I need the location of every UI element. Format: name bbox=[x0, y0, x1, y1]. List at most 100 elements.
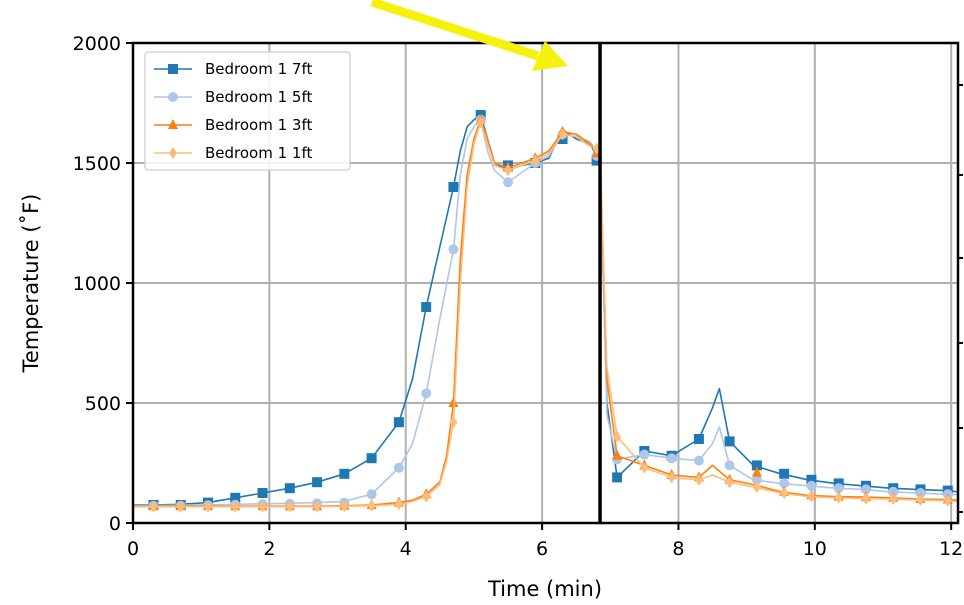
data-point-marker bbox=[394, 498, 403, 511]
data-point-marker bbox=[834, 491, 843, 504]
data-point-marker bbox=[448, 397, 459, 407]
legend-label: Bedroom 1 5ft bbox=[205, 88, 312, 106]
series-bedroom-1-5ft bbox=[133, 114, 959, 511]
data-point-marker bbox=[693, 434, 704, 444]
axis-ticks: 0 2 4 6 8 10 12 0 500 1000 1500 2000 bbox=[73, 33, 964, 560]
data-point-marker bbox=[694, 473, 703, 486]
data-point-marker bbox=[639, 449, 650, 460]
legend-box bbox=[144, 51, 351, 171]
data-point-marker bbox=[780, 487, 789, 499]
data-point-marker bbox=[340, 500, 349, 513]
data-point-marker bbox=[204, 500, 212, 513]
series-line bbox=[133, 119, 959, 507]
x-tick-label: 2 bbox=[263, 538, 275, 560]
data-point-marker bbox=[448, 182, 459, 192]
series-line bbox=[133, 114, 959, 506]
legend: Bedroom 1 7ft Bedroom 1 5ft Bedroom 1 3ft B… bbox=[144, 51, 351, 171]
data-point-marker bbox=[752, 481, 761, 493]
annotation-arrow bbox=[370, 0, 568, 71]
data-point-marker bbox=[168, 92, 178, 102]
series-bedroom-1-1ft bbox=[133, 116, 959, 513]
data-point-marker bbox=[807, 490, 816, 503]
arrow-shaft bbox=[370, 0, 540, 61]
data-point-marker bbox=[889, 493, 898, 505]
data-point-marker bbox=[176, 500, 185, 513]
data-point-marker bbox=[422, 490, 431, 503]
data-point-marker bbox=[613, 430, 622, 443]
x-axis-label: Time (min) bbox=[487, 577, 602, 601]
data-point-marker bbox=[724, 436, 735, 447]
data-point-marker bbox=[504, 164, 512, 177]
data-point-marker bbox=[231, 500, 240, 513]
x-tick-label: 4 bbox=[400, 538, 412, 560]
grid-lines bbox=[133, 43, 958, 523]
data-point-marker bbox=[149, 500, 158, 513]
data-point-marker bbox=[366, 489, 377, 500]
data-point-marker bbox=[258, 500, 267, 513]
data-point-marker bbox=[612, 472, 623, 483]
data-point-marker bbox=[751, 474, 762, 485]
y-tick-label: 2000 bbox=[73, 33, 121, 55]
data-point-marker bbox=[779, 468, 790, 479]
data-point-marker bbox=[916, 493, 925, 506]
x-tick-label: 10 bbox=[803, 538, 827, 560]
data-point-marker bbox=[640, 461, 649, 474]
data-point-marker bbox=[367, 499, 376, 512]
legend-entry: Bedroom 1 3ft bbox=[154, 116, 312, 134]
data-point-marker bbox=[285, 500, 294, 513]
legend-label: Bedroom 1 1ft bbox=[205, 144, 312, 162]
data-point-marker bbox=[421, 388, 432, 399]
data-point-marker bbox=[230, 492, 241, 503]
series-layer bbox=[133, 110, 959, 513]
data-point-marker bbox=[860, 484, 871, 495]
y-tick-label: 1000 bbox=[73, 273, 121, 295]
data-point-marker bbox=[751, 460, 762, 471]
series-line bbox=[133, 121, 959, 508]
series-bedroom-1-3ft bbox=[133, 113, 959, 511]
data-point-marker bbox=[806, 480, 817, 491]
data-point-marker bbox=[448, 244, 459, 255]
data-point-marker bbox=[169, 147, 177, 159]
x-tick-label: 8 bbox=[672, 538, 684, 560]
data-point-marker bbox=[751, 466, 762, 477]
legend-label: Bedroom 1 3ft bbox=[205, 116, 312, 134]
data-point-marker bbox=[806, 474, 817, 485]
data-point-marker bbox=[943, 494, 952, 507]
data-point-marker bbox=[666, 453, 677, 464]
data-point-marker bbox=[312, 477, 323, 488]
legend-entry: Bedroom 1 1ft bbox=[154, 144, 312, 162]
data-point-marker bbox=[449, 416, 458, 429]
data-point-marker bbox=[531, 154, 540, 167]
data-point-marker bbox=[339, 468, 350, 479]
x-tick-label: 0 bbox=[127, 538, 139, 560]
y-tick-label: 0 bbox=[109, 513, 121, 535]
data-point-marker bbox=[393, 417, 404, 428]
y-axis-label: Temperature (˚F) bbox=[19, 194, 43, 374]
data-point-marker bbox=[693, 455, 704, 466]
data-point-marker bbox=[168, 119, 178, 129]
y-tick-label: 500 bbox=[85, 393, 121, 415]
data-point-marker bbox=[421, 302, 432, 312]
data-point-marker bbox=[558, 128, 567, 141]
data-point-marker bbox=[366, 453, 377, 464]
data-point-marker bbox=[168, 64, 178, 74]
data-point-marker bbox=[313, 500, 322, 513]
data-point-marker bbox=[833, 483, 844, 494]
x-tick-label: 6 bbox=[536, 538, 548, 560]
data-point-marker bbox=[393, 462, 404, 473]
x-tick-label: 12 bbox=[939, 538, 963, 560]
data-point-marker bbox=[503, 177, 513, 188]
data-point-marker bbox=[284, 483, 295, 494]
legend-label: Bedroom 1 7ft bbox=[205, 60, 312, 78]
legend-entry: Bedroom 1 7ft bbox=[154, 60, 312, 78]
data-point-marker bbox=[257, 488, 268, 498]
arrow-head bbox=[532, 41, 568, 71]
data-point-marker bbox=[612, 449, 623, 460]
data-point-marker bbox=[667, 471, 676, 484]
right-axis-ticks bbox=[957, 84, 963, 513]
data-point-marker bbox=[779, 478, 790, 489]
legend-entry: Bedroom 1 5ft bbox=[154, 88, 312, 106]
data-point-marker bbox=[724, 460, 735, 471]
data-point-marker bbox=[476, 116, 485, 129]
